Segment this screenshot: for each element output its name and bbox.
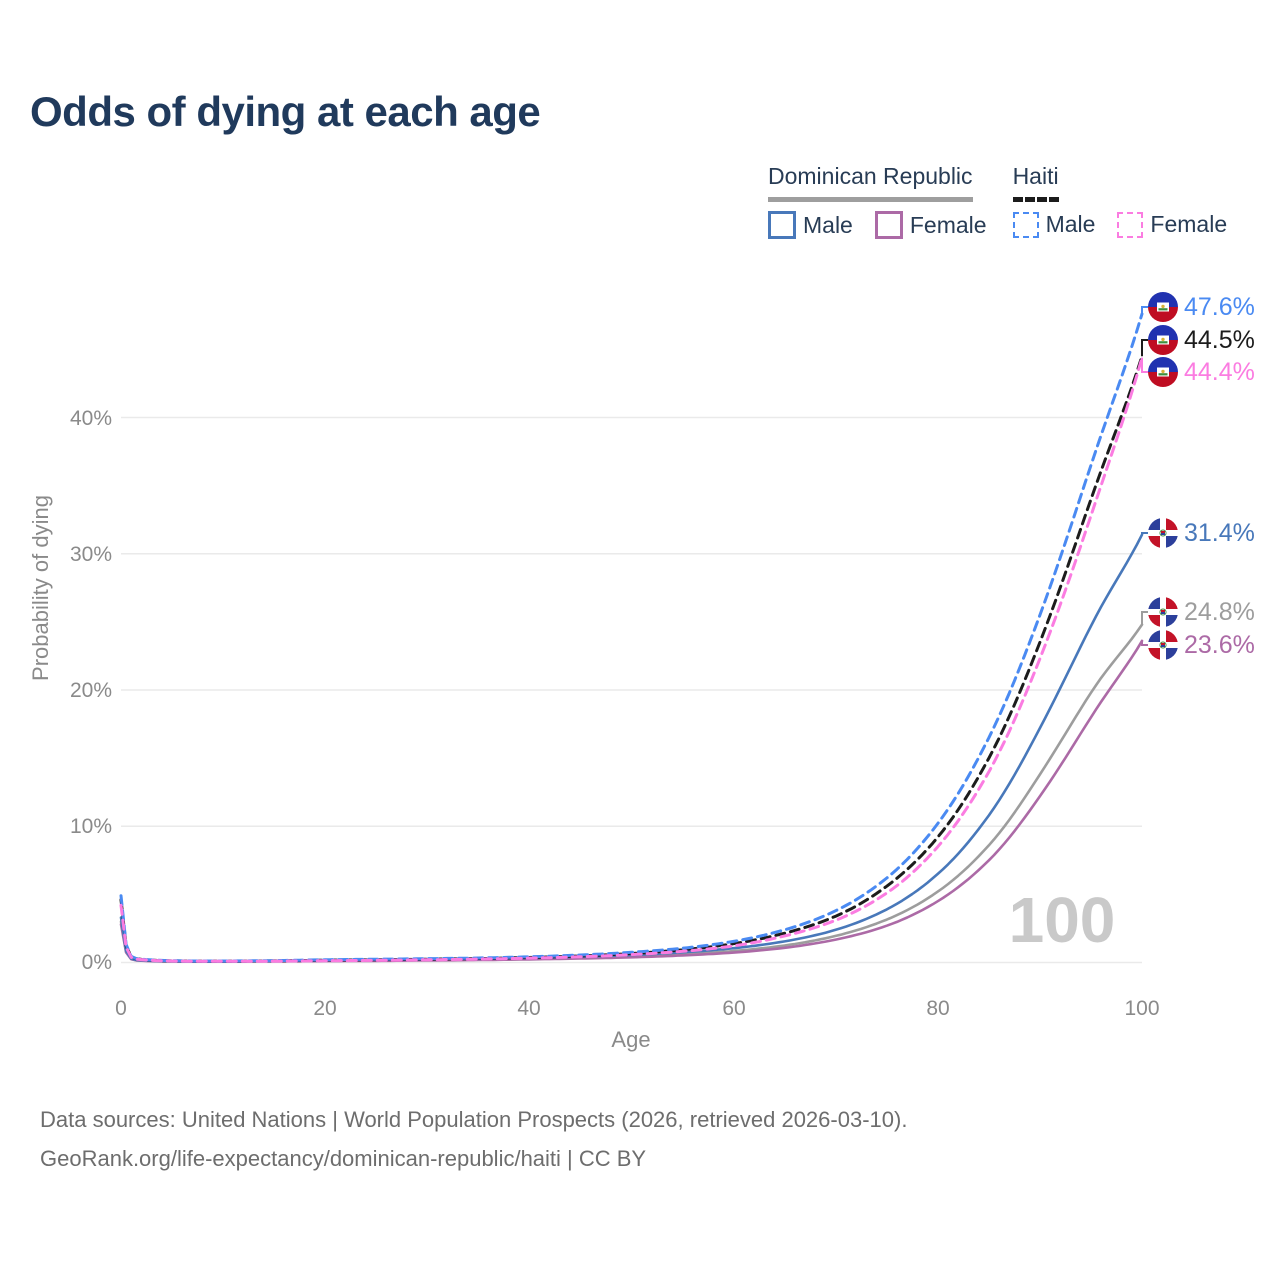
footer-line-1: Data sources: United Nations | World Pop… — [40, 1107, 908, 1132]
end-label-dr-female: 23.6% — [1184, 631, 1255, 659]
legend-item-dr-male[interactable]: Male — [768, 211, 853, 239]
dominican-republic-flag-icon — [1148, 518, 1178, 548]
x-tick-60: 60 — [722, 997, 745, 1020]
curve-dominican-republic-male — [119, 533, 1144, 963]
legend-row-dominican-republic: Male Female — [768, 211, 987, 239]
connector-haiti-male — [1141, 306, 1148, 314]
end-label-haiti-female: 44.4% — [1184, 358, 1255, 386]
x-tick-20: 20 — [313, 997, 336, 1020]
series-curves — [119, 312, 1144, 963]
connector-dominican-republic-both-sexes- — [1141, 611, 1148, 625]
end-label-dr-male: 31.4% — [1184, 519, 1255, 547]
haiti-flag-icon — [1148, 357, 1178, 387]
haiti-flag-icon — [1148, 292, 1178, 322]
gridlines — [121, 416, 1142, 964]
legend-group-haiti: Haiti Male Female — [1012, 163, 1227, 239]
y-tick-10: 10% — [70, 815, 112, 838]
haiti-flag-icon — [1148, 325, 1178, 355]
end-label-dr-both: 24.8% — [1184, 598, 1255, 626]
y-tick-20: 20% — [70, 679, 112, 702]
legend-item-haiti-male[interactable]: Male — [1012, 211, 1096, 238]
dashed-line-swatch-icon — [1012, 211, 1039, 238]
connector-dominican-republic-male — [1141, 532, 1148, 535]
legend-item-haiti-female[interactable]: Female — [1117, 211, 1227, 238]
x-axis-tick-labels: 0 20 40 60 80 100 — [115, 997, 1159, 1020]
y-tick-30: 30% — [70, 543, 112, 566]
x-tick-100: 100 — [1124, 997, 1159, 1020]
legend-item-label: Male — [803, 211, 853, 238]
solid-line-swatch-icon — [768, 211, 796, 239]
connector-dominican-republic-female — [1141, 641, 1148, 646]
label-connectors — [1141, 306, 1148, 646]
curve-haiti-both-sexes- — [119, 354, 1144, 963]
curve-haiti-male — [119, 312, 1144, 963]
end-labels: 47.6% 44.5% — [1148, 292, 1255, 660]
dominican-republic-flag-icon — [1148, 630, 1178, 660]
legend-country-dominican-republic[interactable]: Dominican Republic — [768, 163, 973, 202]
y-axis-title: Probability of dying — [28, 495, 53, 681]
legend-group-dominican-republic: Dominican Republic Male Female — [768, 163, 987, 239]
x-tick-40: 40 — [517, 997, 540, 1020]
solid-line-swatch-icon — [874, 211, 903, 239]
y-axis-tick-labels: 0% 10% 20% 30% 40% — [70, 407, 112, 974]
dashed-line-swatch-icon — [1117, 211, 1144, 238]
legend-item-label: Female — [1150, 211, 1228, 237]
connector-haiti-female — [1141, 357, 1148, 373]
connector-haiti-both-sexes- — [1141, 339, 1148, 357]
x-tick-80: 80 — [926, 997, 949, 1020]
legend: Dominican Republic Male Female Haiti Mal… — [768, 163, 1227, 239]
data-source-footer: Data sources: United Nations | World Pop… — [40, 1100, 907, 1178]
legend-row-haiti: Male Female — [1012, 211, 1227, 238]
x-tick-0: 0 — [115, 997, 127, 1020]
end-label-haiti-both: 44.5% — [1184, 326, 1255, 354]
y-tick-0: 0% — [82, 951, 112, 974]
x-axis-title: Age — [611, 1027, 650, 1052]
end-label-haiti-male: 47.6% — [1184, 293, 1255, 321]
legend-country-haiti[interactable]: Haiti — [1012, 163, 1059, 202]
y-tick-40: 40% — [70, 407, 112, 430]
legend-item-dr-female[interactable]: Female — [874, 211, 987, 239]
footer-line-2: GeoRank.org/life-expectancy/dominican-re… — [40, 1146, 647, 1171]
curve-dominican-republic-female — [119, 639, 1144, 963]
watermark-age-100: 100 — [1009, 884, 1116, 956]
chart-title: Odds of dying at each age — [30, 88, 541, 135]
dominican-republic-flag-icon — [1148, 597, 1178, 627]
curve-haiti-female — [119, 356, 1144, 963]
legend-item-label: Male — [1045, 211, 1096, 237]
legend-item-label: Female — [909, 211, 987, 238]
curve-dominican-republic-both-sexes- — [119, 623, 1144, 963]
